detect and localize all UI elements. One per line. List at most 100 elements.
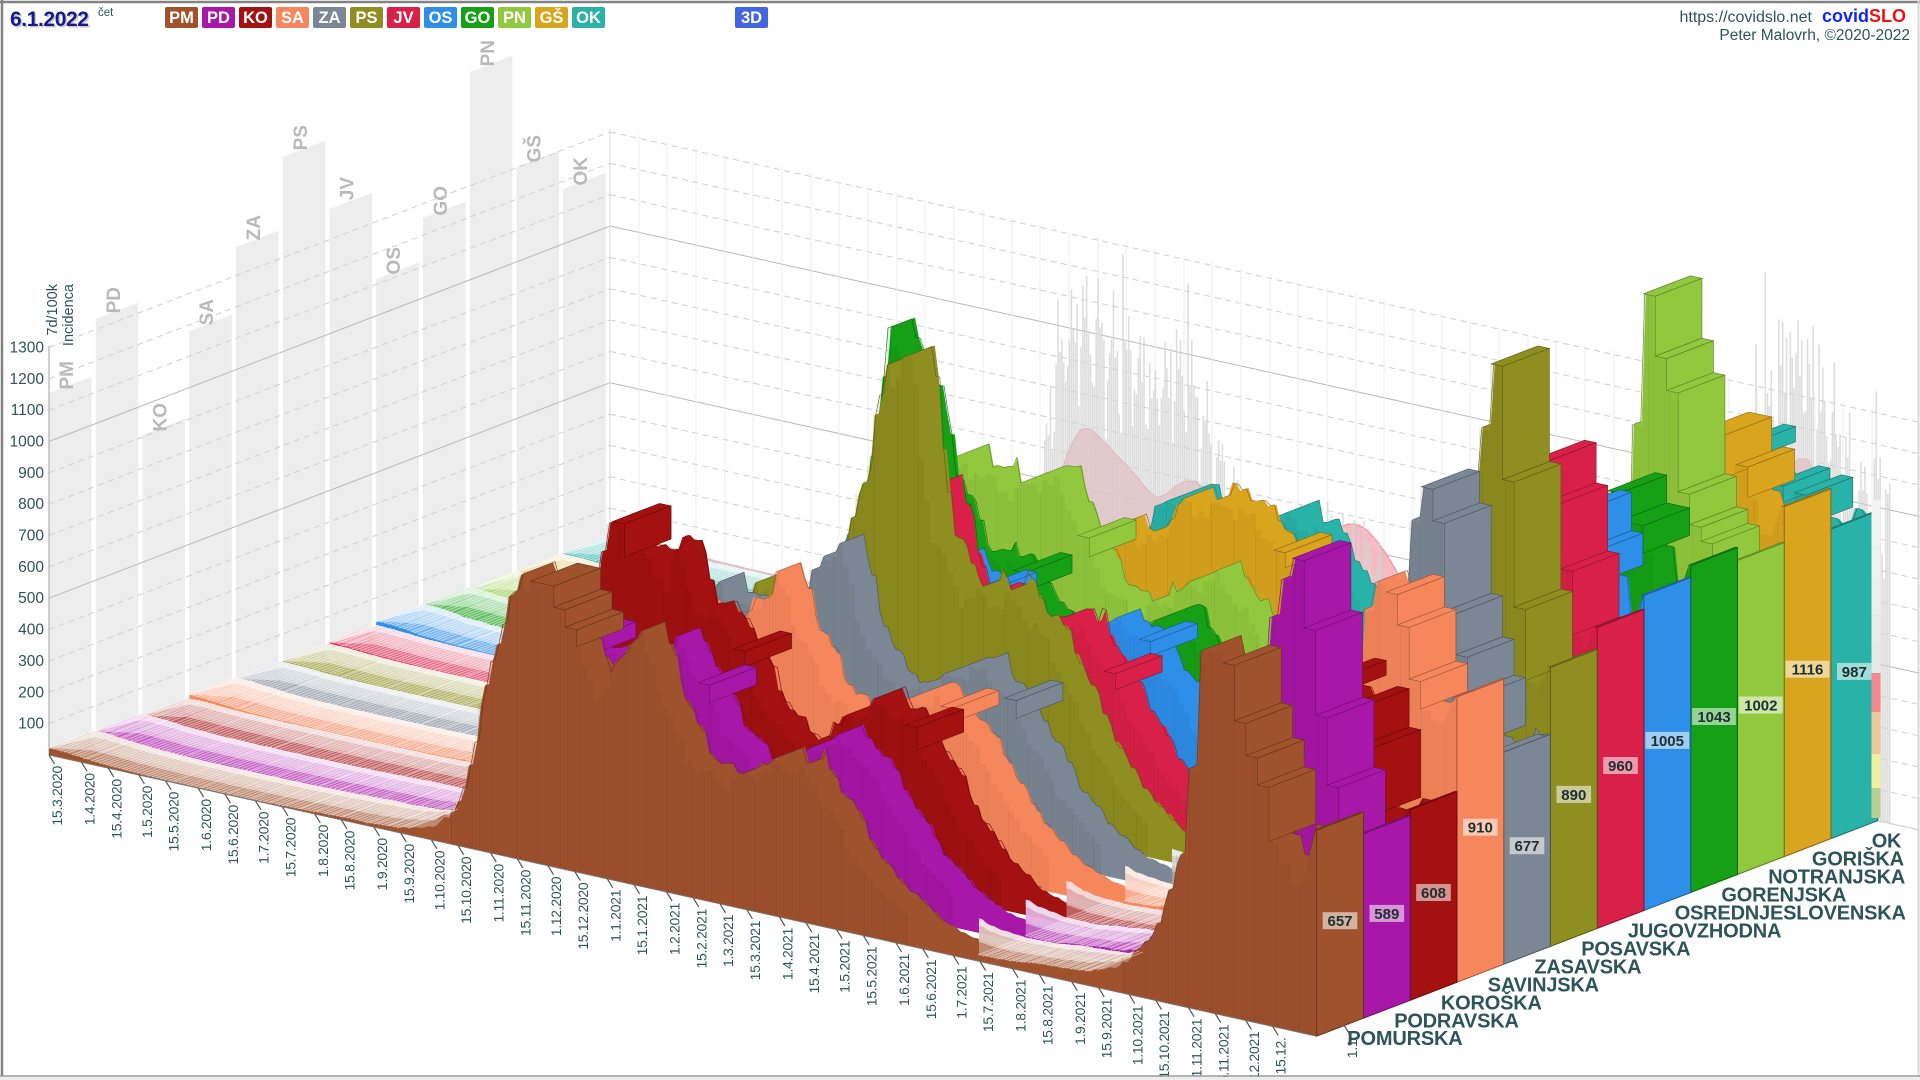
svg-text:SA: SA xyxy=(197,299,218,326)
svg-text:15.10.2021: 15.10.2021 xyxy=(1156,1011,1172,1079)
svg-text:677: 677 xyxy=(1514,838,1539,855)
svg-text:PM: PM xyxy=(169,9,194,27)
svg-text:500: 500 xyxy=(18,590,44,607)
svg-text:GO: GO xyxy=(431,186,452,216)
svg-text:SAVINJSKA: SAVINJSKA xyxy=(1488,974,1599,996)
svg-text:1.10.2020: 1.10.2020 xyxy=(431,850,447,910)
svg-text:PM: PM xyxy=(57,361,78,390)
svg-text:15.8.2021: 15.8.2021 xyxy=(1039,985,1055,1045)
svg-text:SA: SA xyxy=(281,9,304,27)
svg-text:1.10.2021: 1.10.2021 xyxy=(1129,1005,1145,1065)
svg-text:100: 100 xyxy=(18,716,44,733)
svg-text:1.11.2021: 1.11.2021 xyxy=(1189,1018,1205,1077)
svg-text:1.7.2020: 1.7.2020 xyxy=(256,811,272,864)
svg-text:1.6.2020: 1.6.2020 xyxy=(198,799,214,852)
svg-text:GORIŠKA: GORIŠKA xyxy=(1812,847,1904,871)
svg-text:1.9.2021: 1.9.2021 xyxy=(1072,992,1088,1045)
svg-text:1.5.2021: 1.5.2021 xyxy=(837,940,853,993)
svg-text:KOROŠKA: KOROŠKA xyxy=(1441,990,1542,1014)
svg-text:GO: GO xyxy=(465,9,491,27)
svg-text:OK: OK xyxy=(1872,831,1902,853)
svg-text:PS: PS xyxy=(291,125,312,150)
svg-text:KO: KO xyxy=(243,9,268,27)
svg-text:https://covidslo.net: https://covidslo.net xyxy=(1679,9,1812,26)
svg-text:910: 910 xyxy=(1468,820,1493,837)
svg-text:OK: OK xyxy=(576,9,601,27)
svg-text:657: 657 xyxy=(1327,913,1352,930)
svg-text:1000: 1000 xyxy=(10,434,45,451)
svg-text:Peter Malovrh, ©2020-2022: Peter Malovrh, ©2020-2022 xyxy=(1719,27,1910,44)
svg-text:1.12.2021: 1.12.2021 xyxy=(1246,1031,1262,1080)
svg-text:608: 608 xyxy=(1421,885,1446,902)
svg-text:200: 200 xyxy=(18,684,44,701)
svg-text:1.1.: 1.1. xyxy=(1344,1036,1360,1058)
svg-text:700: 700 xyxy=(18,528,44,545)
svg-text:OK: OK xyxy=(571,157,592,186)
svg-text:1.8.2021: 1.8.2021 xyxy=(1013,979,1029,1032)
svg-text:15.7.2021: 15.7.2021 xyxy=(980,972,996,1032)
svg-text:OSREDNJESLOVENSKA: OSREDNJESLOVENSKA xyxy=(1675,903,1906,925)
svg-text:15.3.2020: 15.3.2020 xyxy=(49,765,65,825)
svg-text:NOTRANJSKA: NOTRANJSKA xyxy=(1768,867,1905,889)
svg-text:1.2.2021: 1.2.2021 xyxy=(667,902,683,955)
svg-text:1.4.2020: 1.4.2020 xyxy=(82,773,98,826)
svg-text:6.1.2022: 6.1.2022 xyxy=(12,10,91,33)
svg-text:15.2.2021: 15.2.2021 xyxy=(693,908,709,968)
svg-text:800: 800 xyxy=(18,496,44,513)
svg-text:15.10.2020: 15.10.2020 xyxy=(458,856,474,924)
svg-text:7d/100k: 7d/100k xyxy=(45,283,61,335)
svg-text:PD: PD xyxy=(104,287,125,313)
svg-text:600: 600 xyxy=(18,559,44,576)
svg-text:15.11.2020: 15.11.2020 xyxy=(517,869,533,936)
svg-text:1.9.2020: 1.9.2020 xyxy=(374,838,390,891)
svg-text:1005: 1005 xyxy=(1651,733,1684,750)
svg-text:15.6.2021: 15.6.2021 xyxy=(923,959,939,1019)
svg-text:GORENJSKA: GORENJSKA xyxy=(1721,885,1846,907)
svg-text:300: 300 xyxy=(18,653,44,670)
svg-text:1200: 1200 xyxy=(10,371,45,388)
svg-text:GŠ: GŠ xyxy=(524,135,546,162)
svg-text:KO: KO xyxy=(151,403,172,432)
svg-text:1100: 1100 xyxy=(11,402,45,419)
svg-text:589: 589 xyxy=(1374,906,1399,923)
svg-text:covidSLO: covidSLO xyxy=(1822,6,1906,26)
svg-text:400: 400 xyxy=(18,622,44,639)
svg-text:890: 890 xyxy=(1561,787,1586,804)
svg-text:1300: 1300 xyxy=(10,339,45,356)
svg-text:1.1.2021: 1.1.2021 xyxy=(607,889,623,942)
svg-text:15.5.2020: 15.5.2020 xyxy=(166,791,182,851)
svg-text:OS: OS xyxy=(384,247,405,274)
svg-text:1.3.2021: 1.3.2021 xyxy=(720,914,736,967)
svg-text:1.7.2021: 1.7.2021 xyxy=(953,966,969,1019)
svg-text:1.5.2020: 1.5.2020 xyxy=(139,785,155,838)
svg-text:Incidenca: Incidenca xyxy=(61,283,77,346)
svg-text:ZASAVSKA: ZASAVSKA xyxy=(1534,956,1641,978)
svg-text:1116: 1116 xyxy=(1792,662,1824,679)
svg-text:960: 960 xyxy=(1608,758,1633,775)
svg-text:PN: PN xyxy=(478,40,499,66)
svg-text:1.8.2020: 1.8.2020 xyxy=(315,824,331,877)
svg-text:1.11.2020: 1.11.2020 xyxy=(491,863,507,922)
svg-text:POMURSKA: POMURSKA xyxy=(1347,1028,1462,1050)
svg-text:900: 900 xyxy=(18,465,44,482)
svg-text:JV: JV xyxy=(393,9,413,27)
svg-text:15.9.2021: 15.9.2021 xyxy=(1099,998,1115,1058)
svg-text:15.4.2021: 15.4.2021 xyxy=(806,933,822,993)
svg-text:1.12.2020: 1.12.2020 xyxy=(548,876,564,936)
svg-text:POSAVSKA: POSAVSKA xyxy=(1581,938,1690,960)
svg-text:PD: PD xyxy=(207,9,230,27)
svg-text:987: 987 xyxy=(1842,664,1867,681)
svg-text:15.7.2020: 15.7.2020 xyxy=(282,817,298,877)
svg-text:15.9.2020: 15.9.2020 xyxy=(401,843,417,903)
svg-text:OS: OS xyxy=(429,9,453,27)
svg-text:15.3.2021: 15.3.2021 xyxy=(747,920,763,980)
svg-text:JV: JV xyxy=(338,177,359,201)
svg-text:PS: PS xyxy=(355,9,377,27)
svg-text:15.4.2020: 15.4.2020 xyxy=(108,779,124,839)
svg-text:GŠ: GŠ xyxy=(540,8,564,27)
svg-text:15.5.2021: 15.5.2021 xyxy=(864,946,880,1006)
svg-text:ZA: ZA xyxy=(244,215,265,241)
svg-text:PN: PN xyxy=(503,9,526,27)
svg-text:1.6.2021: 1.6.2021 xyxy=(896,953,912,1006)
svg-text:JUGOVZHODNA: JUGOVZHODNA xyxy=(1628,921,1781,943)
